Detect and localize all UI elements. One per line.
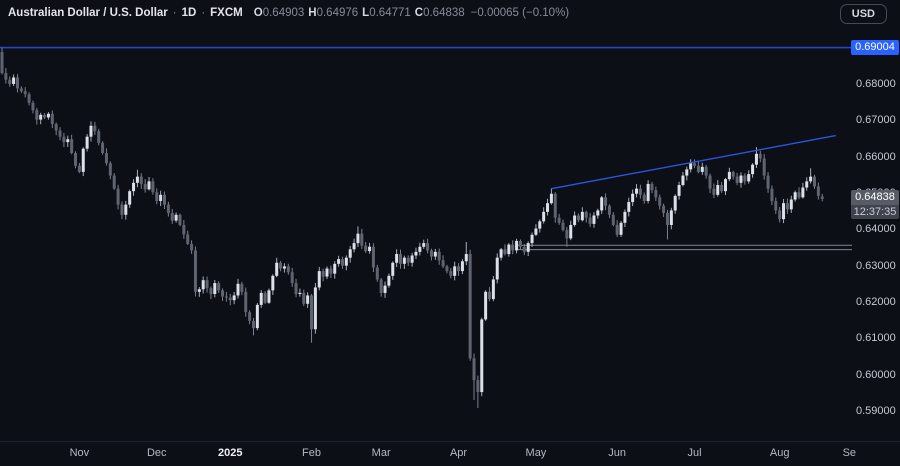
open-label: O <box>253 7 263 19</box>
price-axis-label: 0.67000 <box>856 114 896 127</box>
low-label: L <box>362 7 370 19</box>
exchange-label: FXCM <box>210 7 243 19</box>
time-axis-label: Apr <box>449 447 468 459</box>
price-axis-label: 0.68000 <box>856 78 896 90</box>
legend-separator: · <box>201 7 206 19</box>
time-axis-label: Jul <box>687 447 702 459</box>
last-price-value: 0.64838 <box>851 189 899 205</box>
candles-layer <box>0 47 824 409</box>
time-axis-label: May <box>525 447 547 459</box>
high-value: 0.64976 <box>316 7 359 19</box>
price-axis-label: 0.64000 <box>856 223 896 236</box>
last-price-badge: 0.64838 12:37:35 <box>851 189 899 219</box>
time-axis-label: Se <box>842 447 857 459</box>
trendline <box>551 134 836 190</box>
time-axis-label: 2025 <box>218 447 243 459</box>
currency-toggle-button[interactable]: USD <box>839 4 887 24</box>
bar-countdown: 12:37:35 <box>851 204 899 219</box>
high-label: H <box>308 7 317 19</box>
time-axis-label: Nov <box>69 447 90 459</box>
close-value: 0.64838 <box>423 7 465 19</box>
price-axis-label: 0.60000 <box>856 368 896 381</box>
open-value: 0.64903 <box>262 7 305 19</box>
interval-label: 1D <box>181 7 197 19</box>
plot-layer <box>0 46 852 409</box>
close-label: C <box>414 7 424 19</box>
time-axis-label: Jun <box>608 447 627 459</box>
change-value: −0.00065 (−0.10%) <box>470 7 570 19</box>
alert-price-label[interactable]: 0.69004 <box>851 40 899 56</box>
time-axis-label: Aug <box>769 447 790 459</box>
symbol-legend[interactable]: Australian Dollar / U.S. Dollar · 1D · F… <box>8 6 569 20</box>
ohlc-values: O0.64903 H0.64976 L0.64771 C0.64838 −0.0… <box>254 7 569 19</box>
price-axis-label: 0.63000 <box>856 259 896 272</box>
price-axis-label: 0.66000 <box>856 150 896 163</box>
symbol-title: Australian Dollar / U.S. Dollar <box>8 7 168 19</box>
time-axis[interactable]: Nov Dec 2025 Feb Mar Apr May Jun Jul Aug Se <box>0 441 900 466</box>
price-axis-label: 0.62000 <box>856 295 896 308</box>
price-axis[interactable]: 0.69004 0.64838 12:37:35 0.68000 0.67000 0… <box>850 0 900 441</box>
time-axis-label: Feb <box>302 447 321 459</box>
time-axis-label: Mar <box>371 447 391 459</box>
price-axis-label: 0.61000 <box>856 332 896 345</box>
low-value: 0.64771 <box>369 7 411 19</box>
time-axis-label: Dec <box>146 447 167 459</box>
price-axis-label: 0.59000 <box>856 404 896 417</box>
legend-separator: · <box>172 7 177 19</box>
